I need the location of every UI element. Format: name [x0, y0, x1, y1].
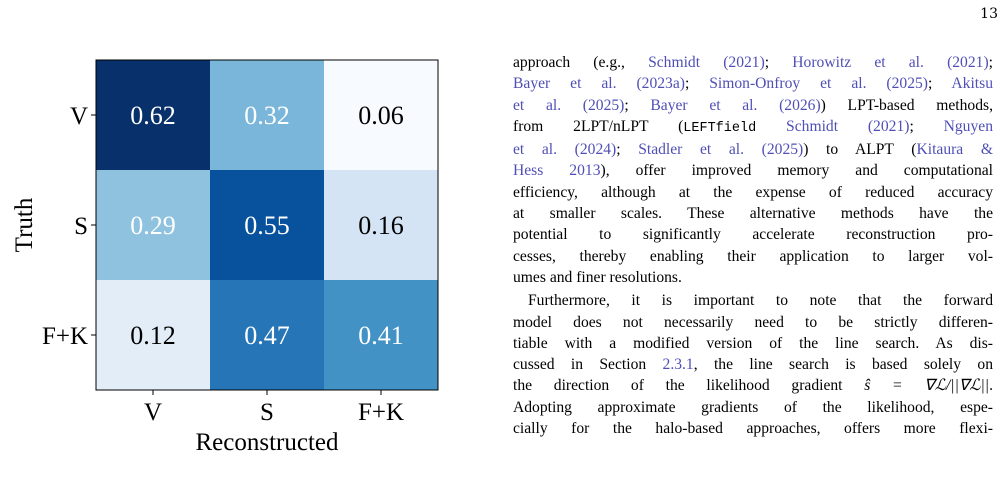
text-line: et al. (2025); Bayer et al. (2026)) LPT-… — [513, 96, 993, 114]
x-axis-label: Reconstructed — [195, 429, 339, 456]
citation-link[interactable]: et al. (2024) — [513, 141, 617, 159]
citation-link[interactable]: Nguyen — [943, 117, 993, 135]
text-line: from 2LPT/nLPT (LEFTfield Schmidt (2021)… — [513, 117, 993, 136]
heatmap-cell — [324, 60, 438, 170]
text-line: cially for the halo-based approaches, of… — [513, 420, 993, 438]
y-tick-label: S — [74, 213, 88, 240]
text-line: Hess 2013), offer improved memory and co… — [513, 162, 993, 180]
math-expression: ŝ = ∇ℒ/||∇ℒ|| — [864, 377, 990, 395]
text-line: model does not necessarily need to be st… — [513, 313, 993, 331]
citation-link[interactable]: Simon-Onfroy et al. (2025) — [709, 75, 928, 93]
cell-value-label: 0.29 — [130, 211, 176, 240]
text-line: Adopting approximate gradients of the li… — [513, 398, 993, 416]
cell-value-label: 0.47 — [244, 321, 290, 350]
body-text-column: approach (e.g., Schmidt (2021); Horowitz… — [513, 52, 993, 439]
citation-link[interactable]: Schmidt (2021) — [648, 54, 765, 71]
heatmap-cell — [210, 280, 324, 390]
citation-link[interactable]: Kitaura & — [916, 141, 993, 159]
section-link[interactable]: 2.3.1 — [662, 356, 694, 374]
cell-value-label: 0.32 — [244, 101, 290, 130]
citation-link[interactable]: et al. (2025) — [513, 96, 625, 114]
text-line: tiable with a modified version of the li… — [513, 334, 993, 352]
page-number: 13 — [980, 6, 998, 22]
heatmap-cell — [96, 280, 210, 390]
heatmap-cell — [96, 170, 210, 280]
heatmap-cell — [210, 170, 324, 280]
code-text: LEFTfield — [683, 120, 757, 136]
x-tick-label: S — [260, 399, 274, 426]
heatmap-cell — [324, 170, 438, 280]
citation-link[interactable]: Hess 2013 — [513, 162, 601, 180]
text-line: et al. (2024); Stadler et al. (2025)) to… — [513, 141, 993, 159]
cell-value-label: 0.62 — [130, 101, 176, 130]
y-tick-label: V — [70, 103, 88, 130]
cell-value-label: 0.41 — [358, 321, 404, 350]
text-line: cesses, thereby enabling their applicati… — [513, 247, 993, 265]
citation-link[interactable]: Bayer et al. (2026) — [650, 96, 821, 114]
citation-link[interactable]: Horowitz et al. (2021) — [792, 54, 989, 71]
text-line: Bayer et al. (2023a); Simon-Onfroy et al… — [513, 75, 993, 93]
cell-value-label: 0.16 — [358, 211, 404, 240]
heatmap-cell — [210, 60, 324, 170]
paragraph-2: Furthermore, it is important to note tha… — [513, 290, 993, 439]
paragraph-1: approach (e.g., Schmidt (2021); Horowitz… — [513, 52, 993, 288]
text-line: approach (e.g., Schmidt (2021); Horowitz… — [513, 54, 993, 71]
y-tick-label: F+K — [42, 323, 88, 350]
text-line: Furthermore, it is important to note tha… — [528, 292, 993, 310]
text-line: umes and finer resolutions. — [513, 268, 682, 286]
x-tick-label: V — [144, 399, 162, 426]
text-line: the direction of the likelihood gradient… — [513, 377, 993, 395]
citation-link[interactable]: Bayer et al. (2023a) — [513, 75, 685, 93]
citation-link[interactable]: Schmidt (2021) — [786, 117, 910, 135]
citation-link[interactable]: Akitsu — [951, 75, 993, 93]
heatmap-cell — [324, 280, 438, 390]
citation-link[interactable]: Stadler et al. (2025) — [638, 141, 804, 159]
cell-value-label: 0.55 — [244, 211, 290, 240]
text-line: cussed in Section 2.3.1, the line search… — [513, 356, 994, 374]
text-line: efficiency, although at the expense of r… — [513, 183, 993, 201]
heatmap-cells: 0.62 0.32 0.06 0.29 0.55 0.16 0.12 0.47 0.41 — [96, 60, 438, 390]
heatmap-axes: V S F+K V S F+K — [42, 103, 404, 426]
heatmap-cell — [96, 60, 210, 170]
x-tick-label: F+K — [358, 399, 404, 426]
text-line: potential to significantly accelerate re… — [513, 226, 993, 244]
cell-value-label: 0.06 — [358, 101, 404, 130]
confusion-matrix-heatmap: 0.62 0.32 0.06 0.29 0.55 0.16 0.12 0.47 0.41 V S F… — [11, 59, 439, 456]
text-line: at smaller scales. These alternative met… — [513, 205, 993, 223]
y-axis-label: Truth — [11, 197, 38, 252]
cell-value-label: 0.12 — [130, 321, 176, 350]
